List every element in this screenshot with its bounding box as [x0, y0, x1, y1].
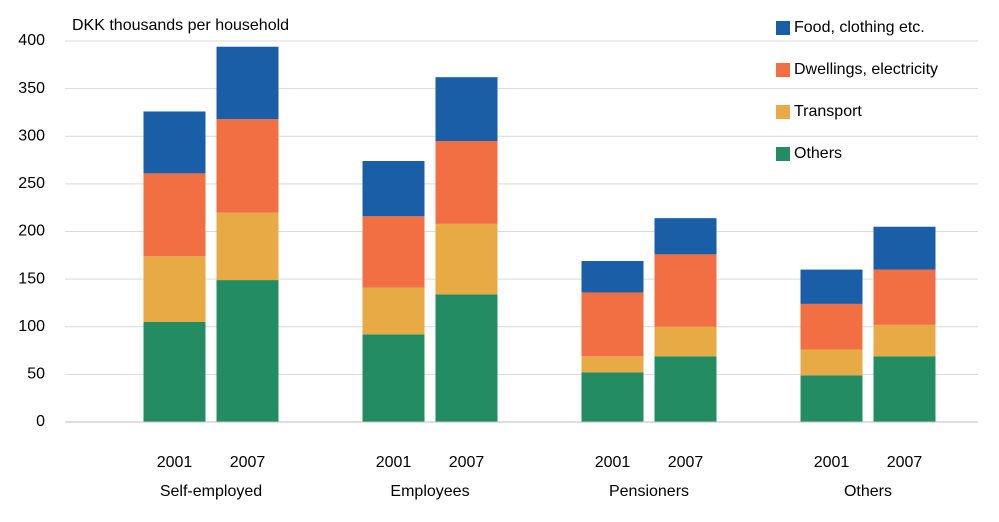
legend-label: Dwellings, electricity: [794, 61, 938, 78]
bar-segment: [216, 280, 279, 422]
legend-label: Food, clothing etc.: [794, 19, 925, 36]
bar-segment: [143, 256, 206, 322]
legend-label: Transport: [794, 103, 862, 120]
legend-label: Others: [794, 145, 842, 162]
bar-segment: [654, 356, 717, 422]
group-label: Self-employed: [160, 483, 262, 500]
group-label: Others: [844, 483, 892, 500]
bar-segment: [581, 356, 644, 373]
legend-swatch: [776, 105, 790, 119]
bar-segment: [581, 261, 644, 293]
y-tick-label: 300: [18, 127, 45, 144]
y-tick-label: 250: [18, 175, 45, 192]
y-tick-label: 150: [18, 270, 45, 287]
group-label: Pensioners: [609, 483, 689, 500]
bar-segment: [800, 349, 863, 376]
bar-segment: [362, 334, 425, 422]
y-tick-label: 0: [36, 413, 45, 430]
bar-segment: [216, 212, 279, 281]
bar-segment: [581, 292, 644, 357]
x-tick-label: 2007: [449, 454, 485, 471]
x-tick-label: 2001: [814, 454, 850, 471]
x-tick-label: 2001: [595, 454, 631, 471]
bar-segment: [873, 269, 936, 325]
bar-segment: [435, 294, 498, 422]
bar-segment: [362, 216, 425, 288]
bar-segment: [435, 141, 498, 224]
group-label: Employees: [390, 483, 469, 500]
x-tick-label: 2007: [230, 454, 266, 471]
x-tick-label: 2001: [376, 454, 412, 471]
bar-segment: [362, 287, 425, 335]
bar-segment: [143, 111, 206, 174]
x-tick-label: 2007: [887, 454, 923, 471]
legend-swatch: [776, 21, 790, 35]
bar-segment: [143, 321, 206, 422]
x-tick-label: 2007: [668, 454, 704, 471]
y-axis-label: DKK thousands per household: [72, 17, 289, 34]
y-tick-label: 50: [27, 366, 45, 383]
legend-swatch: [776, 63, 790, 77]
bar-segment: [362, 161, 425, 217]
bar-segment: [216, 119, 279, 213]
y-tick-label: 350: [18, 80, 45, 97]
bar-segment: [800, 375, 863, 422]
y-tick-label: 400: [18, 32, 45, 49]
bar-segment: [800, 269, 863, 304]
bar-segment: [581, 372, 644, 422]
y-tick-label: 100: [18, 318, 45, 335]
x-tick-label: 2001: [157, 454, 193, 471]
bar-segment: [873, 356, 936, 422]
bar-segment: [654, 218, 717, 255]
bar-segment: [216, 46, 279, 120]
y-tick-label: 200: [18, 223, 45, 240]
bar-segment: [654, 326, 717, 357]
bar-segment: [800, 303, 863, 350]
bar-segment: [873, 226, 936, 270]
bar-segment: [873, 324, 936, 357]
bar-segment: [143, 173, 206, 257]
legend-swatch: [776, 147, 790, 161]
bar-segment: [435, 223, 498, 295]
bar-segment: [654, 254, 717, 327]
bar-segment: [435, 77, 498, 142]
